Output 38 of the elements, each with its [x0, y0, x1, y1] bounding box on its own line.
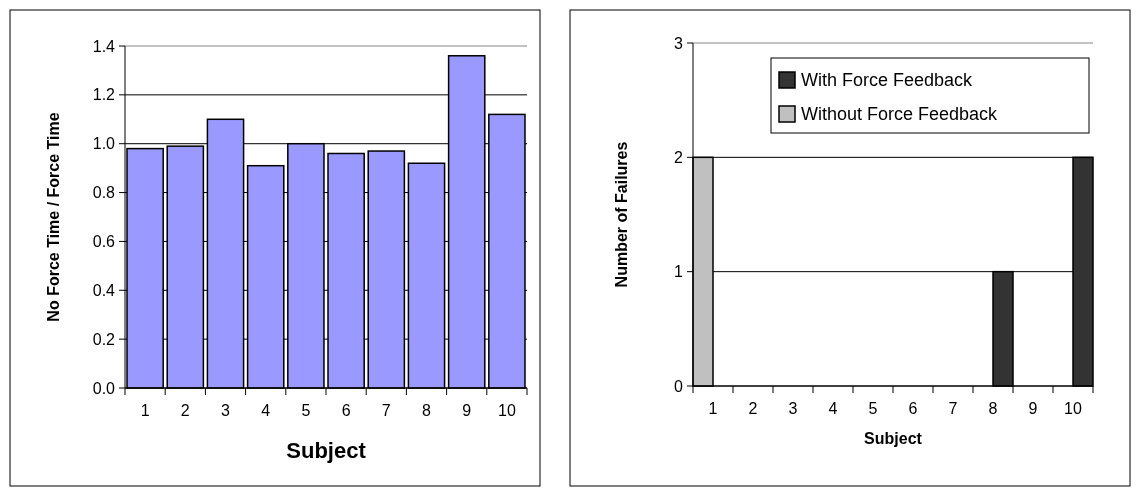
y-tick-label: 1.4	[92, 37, 116, 55]
y-axis-title: Number of Failures	[613, 141, 630, 288]
y-tick-label: 0	[674, 377, 684, 395]
x-axis-title: Subject	[286, 438, 367, 463]
x-tick-label: 9	[1028, 400, 1038, 417]
x-tick-label: 1	[140, 402, 150, 419]
legend-label: With Force Feedback	[801, 70, 974, 91]
x-tick-label: 7	[948, 400, 958, 417]
x-tick-label: 3	[788, 400, 798, 417]
x-tick-label: 10	[498, 402, 516, 419]
x-tick-label: 3	[221, 402, 231, 419]
x-tick-label: 2	[180, 402, 190, 419]
y-tick-label: 0.0	[92, 379, 116, 397]
y-tick-label: 0.4	[92, 281, 116, 299]
y-tick-label: 3	[674, 34, 684, 52]
y-tick-label: 1	[674, 263, 684, 281]
x-axis-title: Subject	[864, 430, 923, 447]
y-tick-label: 0.2	[92, 330, 116, 348]
y-tick-label: 2	[674, 148, 684, 166]
x-tick-label: 8	[422, 402, 432, 419]
x-tick-label: 5	[868, 400, 878, 417]
y-tick-label: 0.8	[92, 184, 116, 202]
legend-label: Without Force Feedback	[801, 104, 999, 125]
y-tick-label: 0.6	[92, 233, 116, 251]
x-tick-label: 4	[828, 400, 838, 417]
x-tick-label: 8	[988, 400, 998, 417]
x-tick-label: 9	[462, 402, 472, 419]
x-tick-label: 2	[748, 400, 758, 417]
x-tick-label: 1	[708, 400, 718, 417]
x-tick-label: 10	[1064, 400, 1082, 417]
x-tick-label: 6	[341, 402, 351, 419]
x-tick-label: 7	[381, 402, 391, 419]
x-tick-label: 4	[261, 402, 271, 419]
y-tick-label: 1.2	[92, 86, 116, 104]
y-axis-title: No Force Time / Force Time	[45, 112, 62, 322]
x-tick-label: 6	[908, 400, 918, 417]
y-tick-label: 1.0	[92, 135, 116, 153]
x-tick-label: 5	[301, 402, 311, 419]
